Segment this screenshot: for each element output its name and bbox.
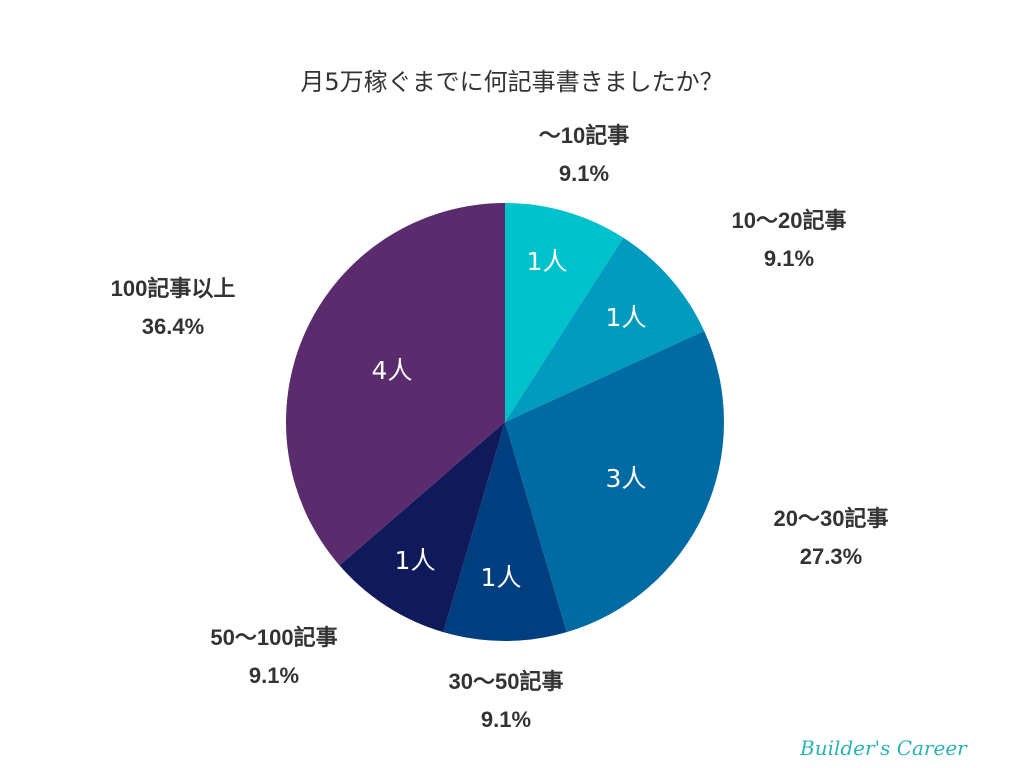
label-1: 10〜20記事 9.1% <box>732 202 847 278</box>
slice-count-0: 1人 <box>526 247 568 276</box>
label-name: 10〜20記事 <box>731 208 847 233</box>
pie-slice-2 <box>505 331 724 633</box>
label-name: 30〜50記事 <box>448 669 564 694</box>
slice-count-4: 1人 <box>394 546 436 575</box>
label-name: 100記事以上 <box>110 276 236 301</box>
slice-count-5: 4人 <box>371 356 413 385</box>
slice-count-2: 3人 <box>605 464 647 493</box>
label-2: 20〜30記事 27.3% <box>774 500 889 576</box>
label-name: 50〜100記事 <box>210 625 338 650</box>
label-pct: 27.3% <box>799 544 863 569</box>
label-pct: 9.1% <box>763 246 815 271</box>
label-4: 50〜100記事 9.1% <box>210 619 337 695</box>
slice-count-1: 1人 <box>605 303 647 332</box>
label-name: 20〜30記事 <box>773 506 889 531</box>
slice-count-3: 1人 <box>480 563 522 592</box>
label-5: 100記事以上 36.4% <box>111 270 236 346</box>
brand-logo: Builder's Career <box>800 736 967 760</box>
label-3: 30〜50記事 9.1% <box>449 663 564 739</box>
label-pct: 9.1% <box>558 161 610 186</box>
pie-slice-4 <box>339 422 505 633</box>
label-0: 〜10記事 9.1% <box>539 117 629 193</box>
pie-slice-1 <box>505 237 705 422</box>
pie-slice-0 <box>505 203 624 422</box>
label-pct: 9.1% <box>480 707 532 732</box>
pie-slice-5 <box>286 203 505 566</box>
pie-slice-3 <box>443 422 567 641</box>
label-pct: 36.4% <box>141 314 205 339</box>
label-name: 〜10記事 <box>538 123 630 148</box>
label-pct: 9.1% <box>248 663 300 688</box>
chart-title: 月5万稼ぐまでに何記事書きましたか？ <box>300 68 724 96</box>
